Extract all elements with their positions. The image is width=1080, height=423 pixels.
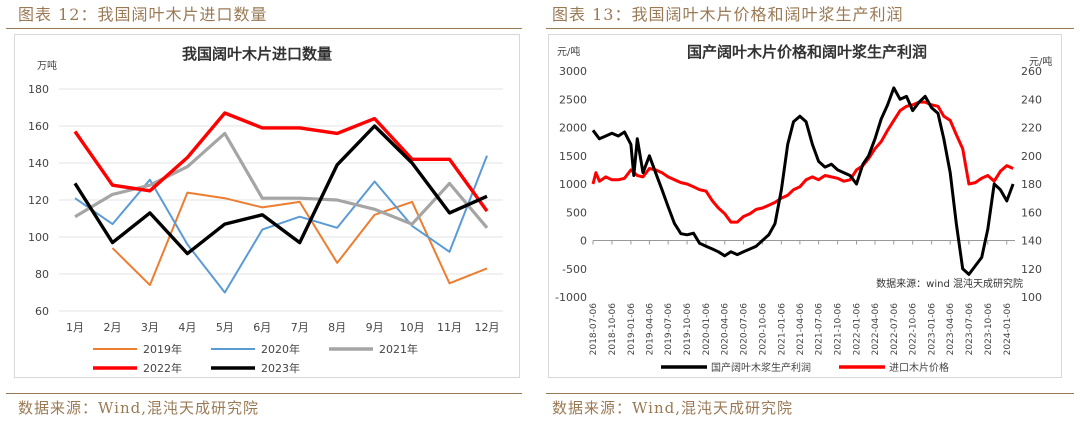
right-y-tick-label: 100 bbox=[1021, 291, 1042, 304]
legend: 国产阔叶木浆生产利润 进口木片价格 bbox=[661, 361, 949, 374]
right-y-tick-label: 240 bbox=[1021, 93, 1042, 106]
legend-label: 2022年 bbox=[143, 361, 182, 375]
left-y-tick-label: -500 bbox=[562, 263, 587, 276]
figure-13-title: 图表 13：我国阔叶木片价格和阔叶浆生产利润 bbox=[552, 5, 904, 24]
y-tick-labels: 60 80 100 120 140 160 180 bbox=[28, 83, 49, 318]
y-tick-label: 100 bbox=[28, 231, 49, 244]
x-tick-label: 2019-04-06 bbox=[645, 303, 655, 356]
left-y-tick-label: -1000 bbox=[555, 291, 587, 304]
x-tick-label: 2020-01-06 bbox=[702, 303, 712, 356]
x-tick-label: 12月 bbox=[475, 321, 500, 334]
series-lines bbox=[73, 111, 489, 294]
x-tick-label: 2020-04-06 bbox=[721, 303, 731, 356]
x-tick-label: 2021-07-06 bbox=[815, 303, 825, 356]
left-y-tick-label: 2500 bbox=[559, 93, 587, 106]
x-tick-label: 2019-07-06 bbox=[664, 303, 674, 356]
y-axis-unit-label: 万吨 bbox=[37, 59, 57, 72]
x-tick-label: 11月 bbox=[437, 321, 462, 334]
x-tick-label: 2023-01-06 bbox=[928, 303, 938, 356]
source-rule-left bbox=[6, 393, 522, 394]
x-tick-label: 2018-10-06 bbox=[608, 303, 618, 356]
right-y-tick-label: 260 bbox=[1021, 65, 1042, 78]
x-tick-labels: 1月 2月 3月 4月 5月 6月 7月 8月 9月 10月 11月 12月 bbox=[66, 321, 500, 334]
x-tick-label: 7月 bbox=[291, 321, 309, 334]
y-tick-label: 180 bbox=[28, 83, 49, 96]
legend-label: 2023年 bbox=[261, 361, 300, 375]
series-line-国产阔叶木浆生产利润 bbox=[591, 86, 1015, 276]
x-tick-label: 5月 bbox=[216, 321, 234, 334]
chart-annotation: 数据来源：wind 混沌天成研究院 bbox=[876, 277, 1023, 290]
x-tick-label: 2022-10-06 bbox=[909, 303, 919, 356]
right-y-tick-label: 180 bbox=[1021, 178, 1042, 191]
left-y-tick-labels: -1000 -500 0 500 1000 1500 2000 2500 3000 bbox=[555, 65, 587, 304]
right-y-tick-label: 160 bbox=[1021, 206, 1042, 219]
right-y-tick-label: 220 bbox=[1021, 122, 1042, 135]
x-tick-label: 2019-01-06 bbox=[627, 303, 637, 356]
x-tick-label: 2022-07-06 bbox=[890, 303, 900, 356]
figure-12-title: 图表 12：我国阔叶木片进口数量 bbox=[18, 5, 268, 24]
right-axis-unit-label: 元/吨 bbox=[1029, 55, 1052, 68]
x-tick-label: 2021-04-06 bbox=[796, 303, 806, 356]
x-tick-label: 4月 bbox=[178, 321, 196, 334]
source-rule-right bbox=[546, 393, 1074, 394]
y-tick-label: 60 bbox=[35, 305, 49, 318]
x-tick-label: 2018-07-06 bbox=[589, 303, 599, 356]
x-tick-label: 2020-07-06 bbox=[739, 303, 749, 356]
legend-label: 国产阔叶木浆生产利润 bbox=[711, 361, 811, 374]
y-tick-label: 160 bbox=[28, 120, 49, 133]
legend-label: 2019年 bbox=[143, 342, 182, 356]
left-y-tick-label: 2000 bbox=[559, 122, 587, 135]
legend-label: 2020年 bbox=[261, 342, 300, 356]
series-lines bbox=[591, 86, 1015, 276]
series-line-2022年 bbox=[73, 111, 489, 213]
title-rule-left bbox=[6, 28, 522, 29]
series-line-2023年 bbox=[73, 124, 488, 256]
title-rule-right bbox=[546, 28, 1074, 29]
legend-label: 2021年 bbox=[379, 342, 418, 356]
x-tick-label: 2023-07-06 bbox=[965, 303, 975, 356]
left-y-tick-label: 3000 bbox=[559, 65, 587, 78]
x-tick-labels: 2018-07-06 2018-10-06 2019-01-06 2019-04-06… bbox=[589, 240, 1013, 356]
left-y-tick-label: 1500 bbox=[559, 150, 587, 163]
legend: 2019年 2020年 2021年 2022年 2023年 bbox=[93, 342, 418, 375]
x-tick-label: 1月 bbox=[66, 321, 84, 334]
x-tick-label: 10月 bbox=[400, 321, 425, 334]
y-tick-label: 140 bbox=[28, 157, 49, 170]
x-tick-label: 2023-10-06 bbox=[984, 303, 994, 356]
legend-label: 进口木片价格 bbox=[889, 361, 949, 374]
figure-13-source: 数据来源：Wind,混沌天成研究院 bbox=[552, 399, 793, 417]
series-line-进口木片价格 bbox=[591, 100, 1014, 224]
x-tick-label: 2024-01-06 bbox=[1003, 303, 1013, 356]
chart-title: 我国阔叶木片进口数量 bbox=[182, 45, 332, 63]
x-tick-label: 2月 bbox=[103, 321, 121, 334]
left-y-tick-label: 0 bbox=[580, 235, 587, 248]
y-tick-label: 120 bbox=[28, 194, 49, 207]
x-tick-label: 8月 bbox=[328, 321, 346, 334]
price-profit-line-chart: 国产阔叶木片价格和阔叶浆生产利润 元/吨 元/吨 -1000 -500 0 500 10… bbox=[555, 43, 1052, 374]
x-tick-label: 2020-10-06 bbox=[758, 303, 768, 356]
x-tick-label: 2019-10-06 bbox=[683, 303, 693, 356]
right-y-tick-label: 200 bbox=[1021, 150, 1042, 163]
right-y-tick-label: 120 bbox=[1021, 263, 1042, 276]
chart-panel-price-profit: 国产阔叶木片价格和阔叶浆生产利润 元/吨 元/吨 -1000 -500 0 500 10… bbox=[548, 34, 1062, 378]
x-tick-label: 2021-10-06 bbox=[834, 303, 844, 356]
x-tick-label: 2022-01-06 bbox=[852, 303, 862, 356]
chart-title: 国产阔叶木片价格和阔叶浆生产利润 bbox=[687, 43, 927, 61]
chart-panel-imports: 我国阔叶木片进口数量 万吨 60 80 100 120 140 160 180 1月 2月 3月… bbox=[14, 34, 520, 378]
figure-12-source: 数据来源：Wind,混沌天成研究院 bbox=[18, 399, 259, 417]
x-tick-label: 2021-01-06 bbox=[777, 303, 787, 356]
x-tick-label: 6月 bbox=[253, 321, 271, 334]
x-tick-label: 2022-04-06 bbox=[871, 303, 881, 356]
x-tick-label: 2023-04-06 bbox=[946, 303, 956, 356]
left-axis-unit-label: 元/吨 bbox=[557, 45, 580, 58]
left-y-tick-label: 1000 bbox=[559, 178, 587, 191]
imports-line-chart: 我国阔叶木片进口数量 万吨 60 80 100 120 140 160 180 1月 2月 3月… bbox=[28, 45, 503, 375]
series-line-2021年 bbox=[74, 131, 489, 229]
right-y-tick-labels: 100 120 140 160 180 200 220 240 260 bbox=[1021, 65, 1042, 304]
x-tick-label: 9月 bbox=[366, 321, 384, 334]
x-tick-label: 3月 bbox=[141, 321, 159, 334]
y-tick-label: 80 bbox=[35, 268, 49, 281]
right-y-tick-label: 140 bbox=[1021, 235, 1042, 248]
left-y-tick-label: 500 bbox=[566, 206, 587, 219]
